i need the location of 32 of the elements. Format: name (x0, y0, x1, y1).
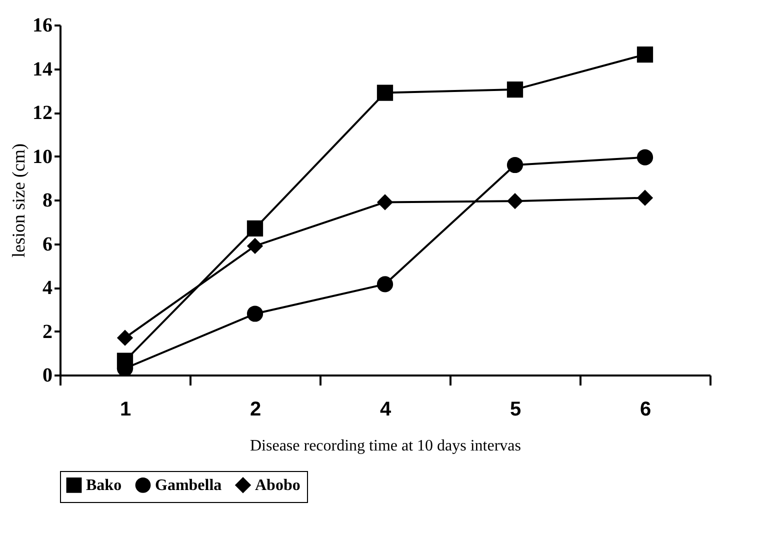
y-axis-title: lesion size (cm) (8, 144, 28, 258)
y-tick-label: 4 (42, 277, 52, 299)
x-tick-label: 4 (380, 398, 392, 420)
y-tick-label: 14 (32, 58, 52, 80)
x-tick-label: 5 (510, 398, 522, 420)
x-tick-label: 1 (120, 398, 132, 420)
x-axis-title: Disease recording time at 10 days intervas (250, 438, 522, 454)
point (376, 276, 394, 292)
y-tick-label: 0 (42, 364, 52, 386)
point (116, 330, 134, 346)
point (246, 220, 264, 236)
y-tick-label: 8 (42, 190, 52, 212)
legend-label: Bako (86, 477, 122, 494)
point (246, 306, 264, 322)
point (376, 194, 394, 210)
y-tick-label: 2 (42, 320, 52, 343)
x-tick-label: 2 (250, 398, 262, 420)
point (636, 190, 654, 206)
point (506, 81, 524, 98)
point (506, 193, 524, 210)
y-tick-label: 10 (32, 146, 52, 168)
point (376, 84, 394, 101)
point (506, 156, 524, 174)
point (636, 46, 654, 63)
point (246, 238, 264, 254)
y-tick-label: 16 (32, 14, 52, 36)
x-tick-label: 6 (640, 398, 652, 420)
legend-label: Gambella (155, 477, 222, 494)
y-tick-label: 6 (42, 233, 52, 256)
point (636, 149, 654, 166)
y-tick-label: 12 (32, 102, 52, 124)
legend-label: Abobo (255, 477, 300, 494)
